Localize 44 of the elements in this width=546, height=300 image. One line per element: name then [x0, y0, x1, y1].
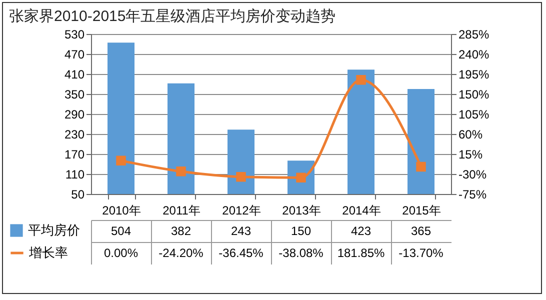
- y-tick-label: 470: [64, 48, 85, 62]
- data-label: 382: [170, 224, 192, 238]
- y2-tick-label: 195%: [458, 68, 490, 82]
- point: [356, 74, 366, 85]
- data-label: -13.70%: [398, 246, 444, 260]
- x-tick-label: 2010年: [102, 204, 141, 218]
- y-tick-label: 530: [64, 28, 85, 42]
- data-label: -38.08%: [278, 246, 324, 260]
- y2-tick-label: 240%: [458, 48, 490, 62]
- y2-tick-label: 150%: [458, 88, 490, 102]
- data-label: 0.00%: [104, 246, 138, 260]
- chart-title: 张家界2010-2015年五星级酒店平均房价变动趋势: [9, 8, 336, 25]
- y2-tick-label: -75%: [458, 188, 487, 202]
- y-tick-label: 230: [64, 128, 85, 142]
- y2-tick-label: 285%: [458, 28, 490, 42]
- point: [236, 172, 246, 182]
- x-tick-label: 2013年: [282, 204, 321, 218]
- y-tick-label: 50: [71, 188, 85, 202]
- y2-tick-label: 60%: [458, 128, 483, 142]
- point: [416, 162, 426, 172]
- data-label: 150: [290, 224, 312, 238]
- data-label: 365: [410, 224, 432, 238]
- y-tick-label: 290: [64, 108, 85, 122]
- legend-label: 平均房价: [28, 222, 80, 238]
- y-tick-label: 410: [64, 68, 85, 82]
- x-tick-label: 2012年: [222, 204, 261, 218]
- point: [116, 156, 126, 166]
- data-label: 423: [350, 224, 372, 238]
- data-label: -36.45%: [218, 246, 264, 260]
- data-label: -24.20%: [158, 246, 204, 260]
- data-label: 243: [230, 224, 252, 238]
- y-tick-label: 350: [64, 88, 85, 102]
- data-label: 504: [110, 224, 132, 238]
- data-label: 181.85%: [337, 246, 386, 260]
- y-tick-label: 170: [64, 148, 85, 162]
- y2-tick-label: -30%: [458, 168, 487, 182]
- y2-tick-label: 15%: [458, 148, 483, 162]
- x-tick-label: 2014年: [342, 204, 381, 218]
- x-tick-label: 2011年: [162, 204, 200, 218]
- point: [176, 166, 186, 176]
- y2-tick-label: 105%: [458, 108, 490, 122]
- x-tick-label: 2015年: [402, 204, 441, 218]
- y-tick-label: 110: [65, 168, 85, 182]
- legend-label: 增长率: [28, 245, 68, 260]
